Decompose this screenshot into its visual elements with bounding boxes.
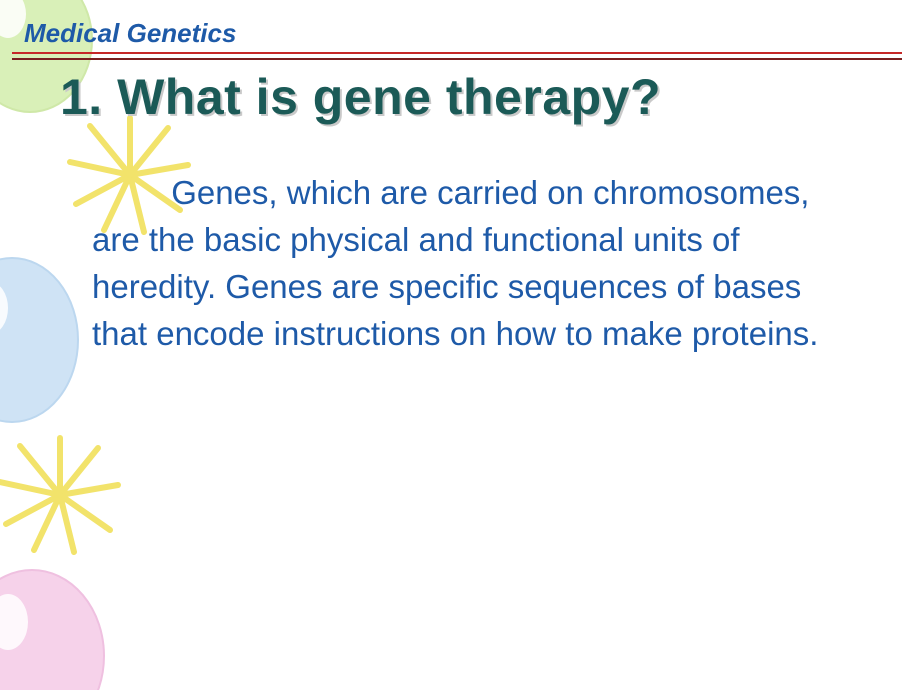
sunburst-mid	[0, 430, 130, 560]
divider-bottom	[12, 58, 902, 60]
slide: Medical Genetics 1. What is gene therapy…	[0, 0, 920, 690]
divider-top	[12, 52, 902, 54]
header-label: Medical Genetics	[24, 18, 236, 49]
balloon-blue	[0, 250, 102, 450]
slide-title: 1. What is gene therapy? 1. What is gene…	[60, 68, 880, 126]
balloon-pink	[0, 560, 122, 690]
body-paragraph: Genes, which are carried on chromosomes,…	[92, 170, 860, 357]
slide-title-text: 1. What is gene therapy?	[60, 69, 661, 125]
